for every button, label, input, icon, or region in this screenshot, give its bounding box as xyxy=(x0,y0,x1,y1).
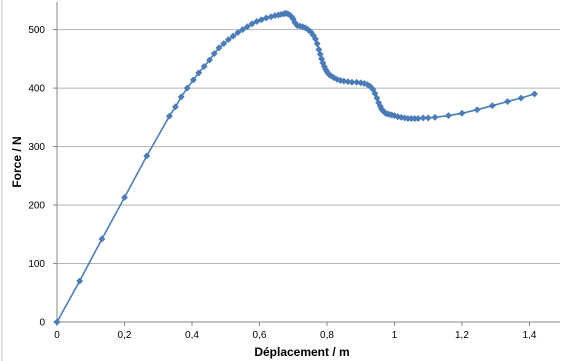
data-point-marker xyxy=(229,32,237,40)
y-axis-title: Force / N xyxy=(10,136,24,187)
series-line xyxy=(56,12,535,323)
y-tick-label: 0 xyxy=(39,318,45,329)
data-point-marker xyxy=(76,277,84,285)
data-point-marker xyxy=(183,84,191,92)
data-point-marker xyxy=(210,50,218,58)
x-tick-label: 0,4 xyxy=(185,330,199,341)
data-point-marker xyxy=(431,113,439,121)
data-point-marker xyxy=(313,40,321,48)
data-point-marker xyxy=(243,23,251,31)
data-point-marker xyxy=(248,20,256,28)
data-point-marker xyxy=(234,29,242,37)
y-tick-label: 100 xyxy=(28,259,45,270)
data-point-marker xyxy=(488,102,496,110)
y-tick-label: 500 xyxy=(28,25,45,36)
y-tick-label: 200 xyxy=(28,201,45,212)
data-point-marker xyxy=(53,318,61,326)
y-tick-labels: 0 100 200 300 400 500 xyxy=(28,25,57,329)
x-tick-label: 0 xyxy=(54,330,60,341)
data-point-marker xyxy=(531,90,538,98)
x-tick-label: 1,4 xyxy=(523,330,537,341)
data-point-marker xyxy=(165,112,173,120)
x-tick-label: 1,2 xyxy=(455,330,469,341)
data-point-marker xyxy=(215,44,223,52)
axes xyxy=(56,2,560,323)
data-point-marker xyxy=(200,62,208,70)
data-point-marker xyxy=(419,114,427,122)
data-point-marker xyxy=(239,26,247,34)
x-axis-title: Déplacement / m xyxy=(254,345,349,359)
data-point-marker xyxy=(424,114,432,122)
data-point-marker xyxy=(473,106,481,114)
series-markers xyxy=(53,9,538,326)
data-point-marker xyxy=(171,103,179,111)
data-point-marker xyxy=(195,69,203,77)
data-point-marker xyxy=(224,36,232,44)
data-point-marker xyxy=(371,89,379,97)
data-point-marker xyxy=(177,93,185,101)
data-point-marker xyxy=(458,109,466,117)
x-tick-label: 0,2 xyxy=(118,330,132,341)
data-point-marker xyxy=(189,76,197,84)
data-point-marker xyxy=(206,56,214,64)
data-point-marker xyxy=(220,40,228,48)
data-point-marker xyxy=(517,94,525,102)
data-point-marker xyxy=(504,98,512,106)
x-tick-label: 1 xyxy=(392,330,398,341)
data-point-marker xyxy=(121,193,128,201)
data-point-marker xyxy=(348,78,356,86)
horizontal-gridlines xyxy=(57,29,560,265)
data-point-marker xyxy=(444,112,452,120)
x-tick-label: 0,6 xyxy=(253,330,267,341)
x-tick-labels: 0 0,2 0,4 0,6 0,8 1 1,2 1,4 xyxy=(54,322,537,341)
x-tick-label: 0,8 xyxy=(320,330,334,341)
y-tick-label: 300 xyxy=(28,142,45,153)
data-point-marker xyxy=(143,152,151,160)
data-point-marker xyxy=(98,235,106,243)
y-tick-label: 400 xyxy=(28,84,45,95)
